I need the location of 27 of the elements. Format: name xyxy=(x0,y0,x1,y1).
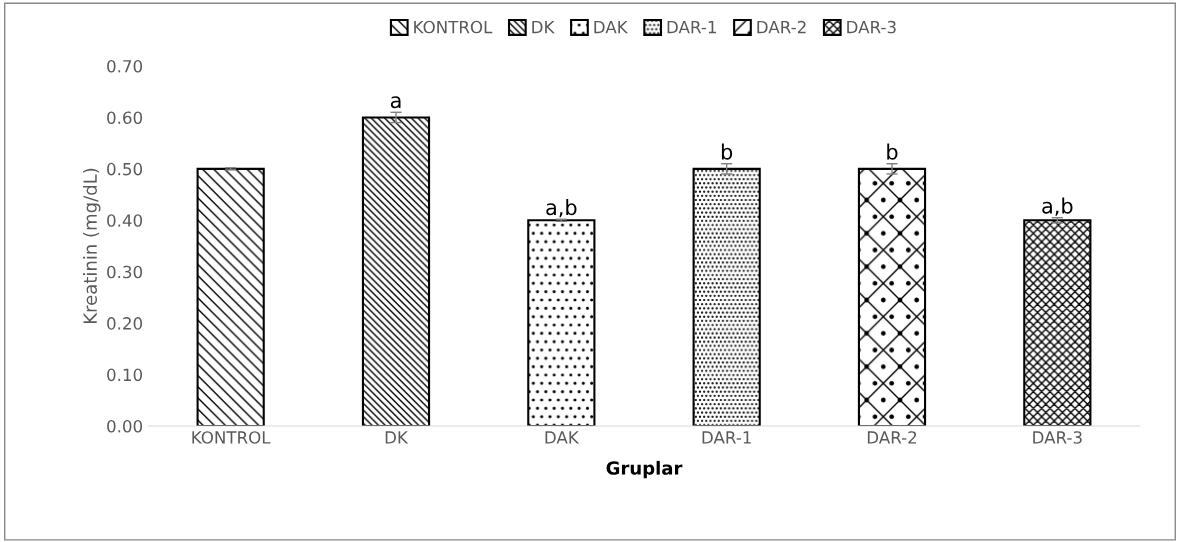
legend-label: DAR-3 xyxy=(847,20,896,34)
x-axis-title: Gruplar xyxy=(606,460,683,479)
y-tick-label: 0.50 xyxy=(107,162,143,176)
legend-label: DAR-2 xyxy=(757,20,806,34)
x-tick-label: DK xyxy=(385,431,409,444)
annotation: a,b xyxy=(546,199,577,218)
x-tick-label: DAR-2 xyxy=(867,431,917,444)
legend-label: KONTROL xyxy=(414,20,493,34)
y-tick-label: 0.20 xyxy=(107,317,143,330)
y-tick-label: 0.00 xyxy=(107,419,143,433)
y-tick-label: 0.70 xyxy=(107,59,143,73)
annotation: b xyxy=(721,143,733,160)
y-tick-label: 0.40 xyxy=(107,214,143,227)
annotation: a xyxy=(390,96,401,109)
x-tick-label: KONTROL xyxy=(192,431,271,444)
y-tick-label: 0.30 xyxy=(107,265,143,279)
legend-label: DAR-1 xyxy=(667,20,716,34)
legend-label: DK xyxy=(532,20,555,34)
x-tick-label: DAR-1 xyxy=(702,431,751,444)
annotation: a,b xyxy=(1042,197,1073,216)
x-tick-label: DAK xyxy=(545,431,580,444)
legend-label: DAK xyxy=(594,20,629,34)
y-tick-label: 0.60 xyxy=(107,111,143,124)
y-tick-label: 0.10 xyxy=(107,368,143,382)
annotation: b xyxy=(887,143,898,160)
x-tick-label: DAR-3 xyxy=(1033,431,1082,444)
y-axis-title: Kreatinin (mg/dL) xyxy=(83,168,101,323)
